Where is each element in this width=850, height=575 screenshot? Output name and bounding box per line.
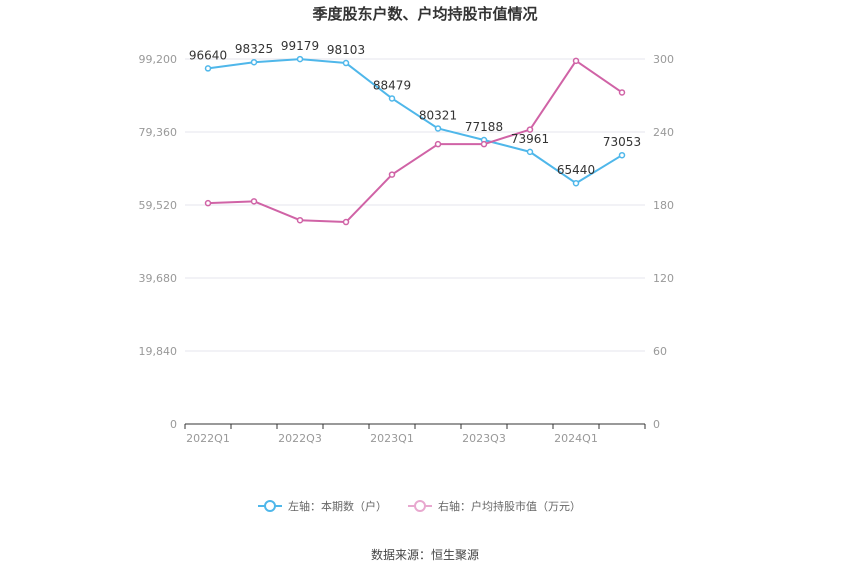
data-label: 73053 [603, 135, 641, 149]
data-label: 98325 [235, 42, 273, 56]
left-tick-label: 19,840 [139, 345, 178, 358]
right-tick-label: 300 [653, 53, 674, 66]
x-tick-label: 2022Q1 [186, 432, 230, 445]
data-point-1-1[interactable] [250, 198, 258, 205]
data-point-1-6[interactable] [480, 140, 488, 148]
left-tick-label: 39,680 [139, 272, 178, 285]
data-point-0-8[interactable] [572, 179, 580, 187]
data-point-0-4[interactable] [388, 95, 396, 102]
series-line-1 [207, 59, 623, 224]
data-labels: 96640 98325 99179 98103 88479 80321 77188 73961… [189, 39, 641, 177]
x-tick-label: 2023Q3 [462, 432, 506, 445]
data-point-1-4[interactable] [388, 171, 396, 178]
data-point-0-1[interactable] [250, 58, 258, 66]
data-label: 77188 [465, 120, 503, 134]
data-point-1-3[interactable] [342, 218, 350, 226]
right-tick-label: 60 [653, 345, 667, 358]
x-tick-label: 2022Q3 [278, 432, 322, 445]
legend-label: 左轴：本期数（户） [288, 499, 387, 513]
series-layer [204, 55, 626, 226]
legend-label: 右轴：户均持股市值（万元） [438, 499, 581, 513]
left-tick-label: 79,360 [139, 126, 178, 139]
legend-marker [264, 500, 276, 512]
data-label: 80321 [419, 108, 457, 122]
data-point-1-2[interactable] [296, 216, 304, 224]
x-tick-label: 2024Q1 [554, 432, 598, 445]
right-tick-label: 240 [653, 126, 674, 139]
x-axis: 2022Q1 2022Q3 2023Q1 2023Q3 2024Q1 [184, 424, 646, 445]
right-tick-label: 120 [653, 272, 674, 285]
left-tick-label: 0 [170, 418, 177, 431]
data-label: 96640 [189, 48, 227, 62]
data-point-0-9[interactable] [618, 151, 626, 159]
right-tick-label: 0 [653, 418, 660, 431]
data-point-1-7[interactable] [526, 126, 534, 133]
right-tick-label: 180 [653, 199, 674, 212]
data-point-0-3[interactable] [342, 59, 350, 67]
data-point-0-7[interactable] [526, 148, 534, 156]
legend[interactable]: 左轴：本期数（户） 右轴：户均持股市值（万元） [258, 499, 581, 513]
left-tick-label: 59,520 [139, 199, 178, 212]
data-label: 65440 [557, 163, 595, 177]
data-label: 99179 [281, 39, 319, 53]
legend-item-0[interactable]: 左轴：本期数（户） [258, 499, 387, 513]
data-point-1-0[interactable] [204, 199, 212, 207]
left-tick-label: 99,200 [139, 53, 178, 66]
data-point-1-5[interactable] [434, 140, 442, 148]
data-point-0-5[interactable] [434, 125, 442, 132]
data-point-1-9[interactable] [618, 89, 626, 96]
x-tick-label: 2023Q1 [370, 432, 414, 445]
left-axis: 0 19,840 39,680 59,520 79,360 99,200 [139, 53, 178, 431]
chart-title: 季度股东户数、户均持股市值情况 [312, 5, 537, 23]
right-axis: 0 60 120 180 240 300 [653, 53, 674, 431]
data-point-0-2[interactable] [296, 55, 304, 63]
series-line-0 [207, 58, 623, 185]
data-label: 73961 [511, 132, 549, 146]
data-label: 88479 [373, 78, 411, 92]
legend-item-1[interactable]: 右轴：户均持股市值（万元） [408, 499, 581, 513]
data-point-0-0[interactable] [204, 65, 212, 72]
source-note: 数据来源：恒生聚源 [371, 547, 479, 562]
data-point-1-8[interactable] [572, 57, 580, 65]
legend-marker [414, 500, 426, 512]
data-label: 98103 [327, 43, 365, 57]
